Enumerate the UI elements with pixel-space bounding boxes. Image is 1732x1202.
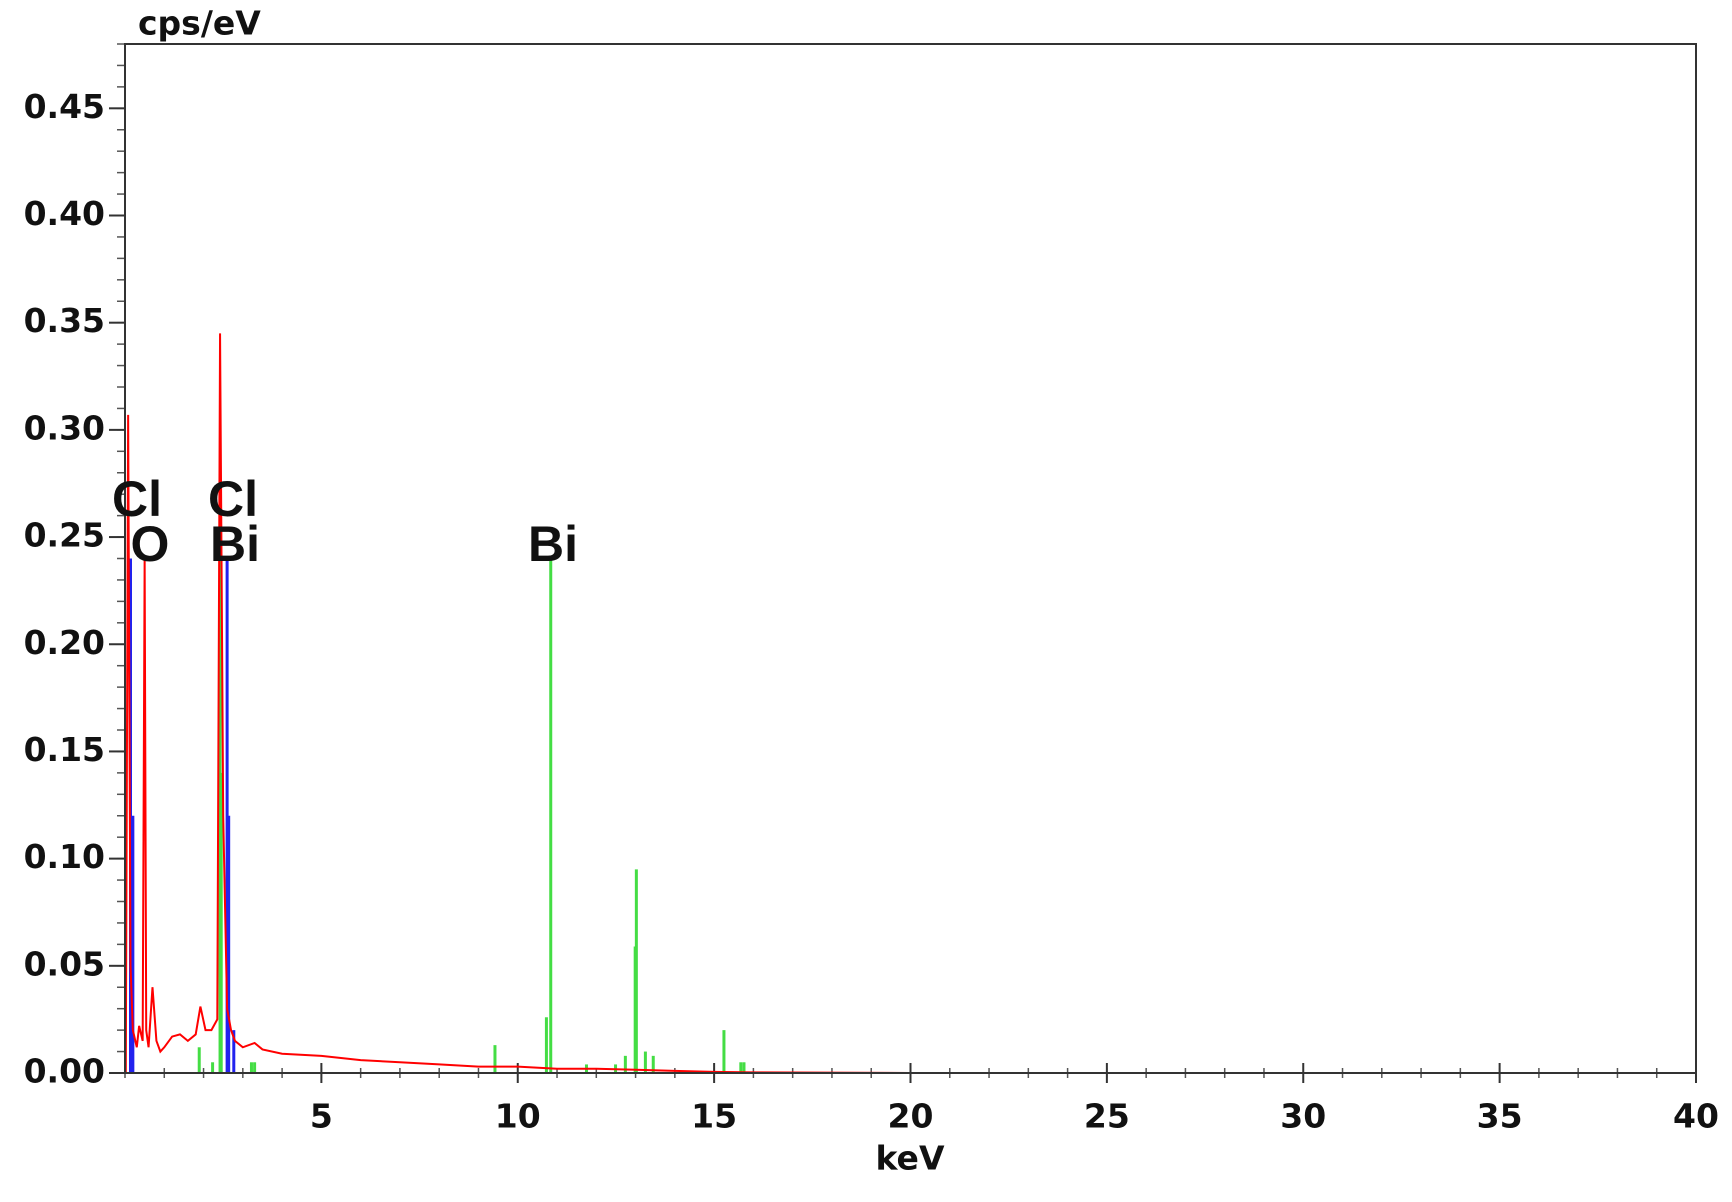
y-tick-label: 0.30 — [24, 408, 105, 447]
peak-annotation: Bi — [528, 516, 578, 572]
x-tick-label: 40 — [1673, 1097, 1719, 1136]
peak-annotation: Cl — [112, 471, 162, 527]
x-tick-label: 20 — [888, 1097, 934, 1136]
y-tick-label: 0.20 — [24, 623, 105, 662]
peak-annotation: Bi — [210, 516, 260, 572]
x-axis-label: keV — [876, 1139, 945, 1178]
x-tick-label: 15 — [691, 1097, 737, 1136]
plot-frame — [124, 43, 1697, 1074]
x-tick-label: 5 — [310, 1097, 333, 1136]
y-axis-label: cps/eV — [138, 4, 261, 43]
x-tick-label: 10 — [495, 1097, 541, 1136]
x-tick-label: 25 — [1084, 1097, 1130, 1136]
x-tick-label: 30 — [1280, 1097, 1326, 1136]
y-tick-label: 0.05 — [24, 944, 105, 983]
y-tick-label: 0.15 — [24, 730, 105, 769]
peak-annotation: O — [131, 516, 170, 572]
spectrum-line — [124, 333, 1696, 1074]
peak-annotation: Cl — [208, 471, 258, 527]
x-tick-label: 35 — [1477, 1097, 1523, 1136]
y-tick-label: 0.40 — [24, 194, 105, 233]
y-tick-label: 0.25 — [24, 516, 105, 555]
y-tick-label: 0.35 — [24, 301, 105, 340]
y-tick-label: 0.45 — [24, 87, 105, 126]
y-tick-label: 0.10 — [24, 837, 105, 876]
y-tick-label: 0.00 — [24, 1052, 105, 1091]
